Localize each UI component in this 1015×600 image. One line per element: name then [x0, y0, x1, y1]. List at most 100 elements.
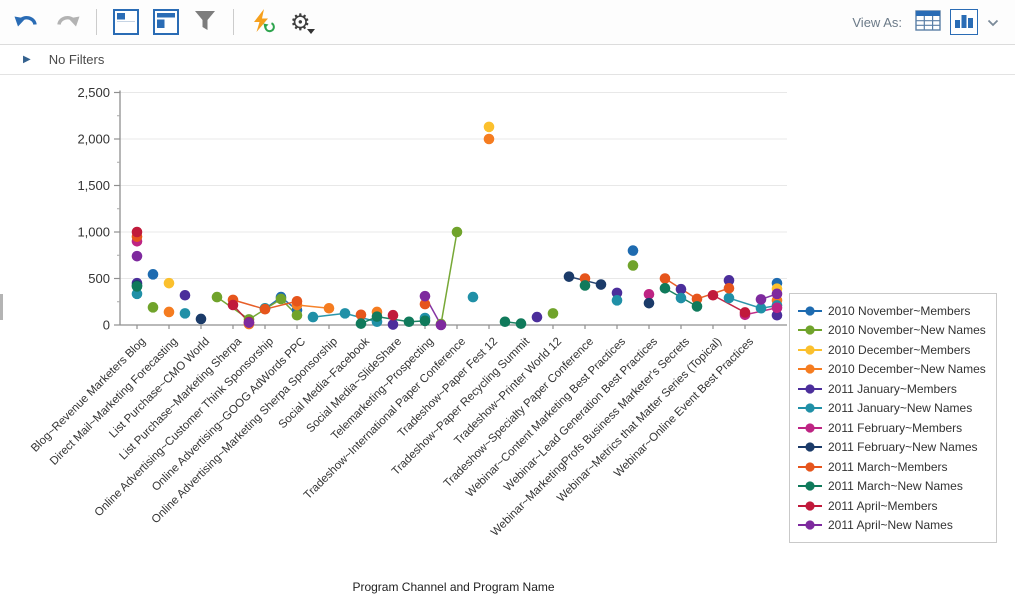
data-point[interactable] [515, 318, 527, 329]
data-point[interactable] [339, 308, 351, 319]
legend-item[interactable]: 2010 December~New Names [798, 360, 988, 380]
data-point[interactable] [499, 316, 511, 328]
data-point[interactable] [131, 288, 143, 300]
data-point[interactable] [531, 311, 543, 323]
data-point[interactable] [147, 269, 159, 280]
data-point[interactable] [259, 303, 271, 315]
legend-marker-icon [798, 462, 822, 472]
funnel-icon [193, 10, 217, 35]
filter-expander-icon[interactable]: ▶ [17, 53, 37, 66]
data-point[interactable] [659, 282, 671, 294]
data-point[interactable] [675, 292, 687, 304]
data-point[interactable] [419, 315, 431, 327]
legend-item[interactable]: 2011 April~Members [798, 496, 988, 516]
data-point[interactable] [227, 299, 239, 311]
data-point[interactable] [675, 283, 687, 295]
data-point[interactable] [627, 260, 639, 271]
legend-item[interactable]: 2010 December~Members [798, 340, 988, 360]
data-point[interactable] [755, 294, 767, 305]
settings-button[interactable]: ⚙ [288, 9, 315, 35]
legend-item[interactable]: 2010 November~Members [798, 301, 988, 321]
data-point[interactable] [707, 289, 719, 301]
data-point[interactable] [195, 313, 207, 325]
legend-item-label: 2010 November~Members [828, 303, 971, 318]
legend-item[interactable]: 2011 March~New Names [798, 477, 988, 497]
toolbar-right-group: View As: [852, 8, 1015, 36]
data-point[interactable] [179, 289, 191, 301]
lightning-refresh-icon [250, 8, 276, 36]
data-point[interactable] [179, 308, 191, 319]
data-point[interactable] [771, 309, 783, 321]
data-point[interactable] [627, 245, 639, 256]
data-point[interactable] [611, 295, 623, 306]
legend-item-label: 2010 December~New Names [828, 362, 986, 377]
collapsed-panel-grip[interactable] [0, 294, 3, 320]
legend-item-label: 2011 February~Members [828, 420, 963, 435]
legend-marker-icon [798, 520, 822, 530]
data-point[interactable] [355, 318, 367, 329]
data-point[interactable] [451, 226, 463, 238]
data-point[interactable] [595, 279, 607, 290]
data-point[interactable] [163, 306, 175, 318]
data-point[interactable] [723, 292, 735, 304]
data-point[interactable] [771, 302, 783, 314]
legend-item[interactable]: 2011 March~Members [798, 457, 988, 477]
layout-top-panel-button[interactable] [151, 7, 181, 37]
view-as-menu-button[interactable] [985, 13, 1001, 32]
data-point[interactable] [419, 298, 431, 310]
data-point[interactable] [659, 273, 671, 284]
data-point[interactable] [579, 280, 591, 291]
data-point[interactable] [131, 250, 143, 262]
view-as-chart-button[interactable] [950, 9, 978, 35]
data-point[interactable] [563, 271, 575, 282]
data-point[interactable] [307, 311, 319, 323]
data-point[interactable] [755, 302, 767, 314]
data-point[interactable] [291, 309, 303, 321]
filter-button[interactable] [191, 8, 219, 37]
legend-item[interactable]: 2011 February~Members [798, 418, 988, 438]
undo-icon [14, 10, 40, 35]
data-point[interactable] [387, 309, 399, 321]
data-point[interactable] [419, 290, 431, 302]
view-as-table-button[interactable] [913, 8, 943, 36]
data-point[interactable] [243, 317, 255, 328]
data-point[interactable] [403, 316, 415, 328]
data-point[interactable] [691, 293, 703, 305]
data-point[interactable] [611, 287, 623, 299]
data-point[interactable] [323, 302, 335, 314]
data-point[interactable] [483, 121, 495, 133]
layout-left-panel-button[interactable] [111, 7, 141, 37]
legend-item[interactable]: 2011 January~Members [798, 379, 988, 399]
data-point[interactable] [387, 319, 399, 330]
data-point[interactable] [771, 288, 783, 300]
data-point[interactable] [147, 302, 159, 313]
data-point[interactable] [691, 301, 703, 312]
refresh-button[interactable] [248, 7, 278, 38]
data-point[interactable] [723, 282, 735, 294]
data-point[interactable] [275, 293, 287, 305]
data-point[interactable] [355, 309, 367, 321]
legend-item[interactable]: 2011 February~New Names [798, 438, 988, 458]
data-point[interactable] [739, 307, 751, 318]
data-point[interactable] [131, 226, 143, 238]
data-point[interactable] [643, 289, 655, 300]
undo-button[interactable] [12, 8, 42, 37]
data-point[interactable] [723, 275, 735, 286]
x-category-label: Blog~Revenue Marketers Blog [29, 336, 148, 455]
data-point[interactable] [467, 291, 479, 303]
data-point[interactable] [483, 133, 495, 145]
data-point[interactable] [643, 297, 655, 309]
data-point[interactable] [547, 308, 559, 319]
legend-item[interactable]: 2011 January~New Names [798, 399, 988, 419]
data-point[interactable] [435, 319, 447, 331]
legend-item[interactable]: 2011 April~New Names [798, 516, 988, 536]
x-axis-title: Program Channel and Program Name [352, 580, 555, 594]
data-point[interactable] [371, 311, 383, 322]
data-point[interactable] [211, 291, 223, 303]
data-point[interactable] [131, 281, 143, 292]
data-point[interactable] [291, 295, 303, 307]
bar-chart-icon [952, 11, 976, 33]
data-point[interactable] [163, 277, 175, 289]
redo-button[interactable] [52, 8, 82, 37]
legend-item[interactable]: 2010 November~New Names [798, 321, 988, 341]
